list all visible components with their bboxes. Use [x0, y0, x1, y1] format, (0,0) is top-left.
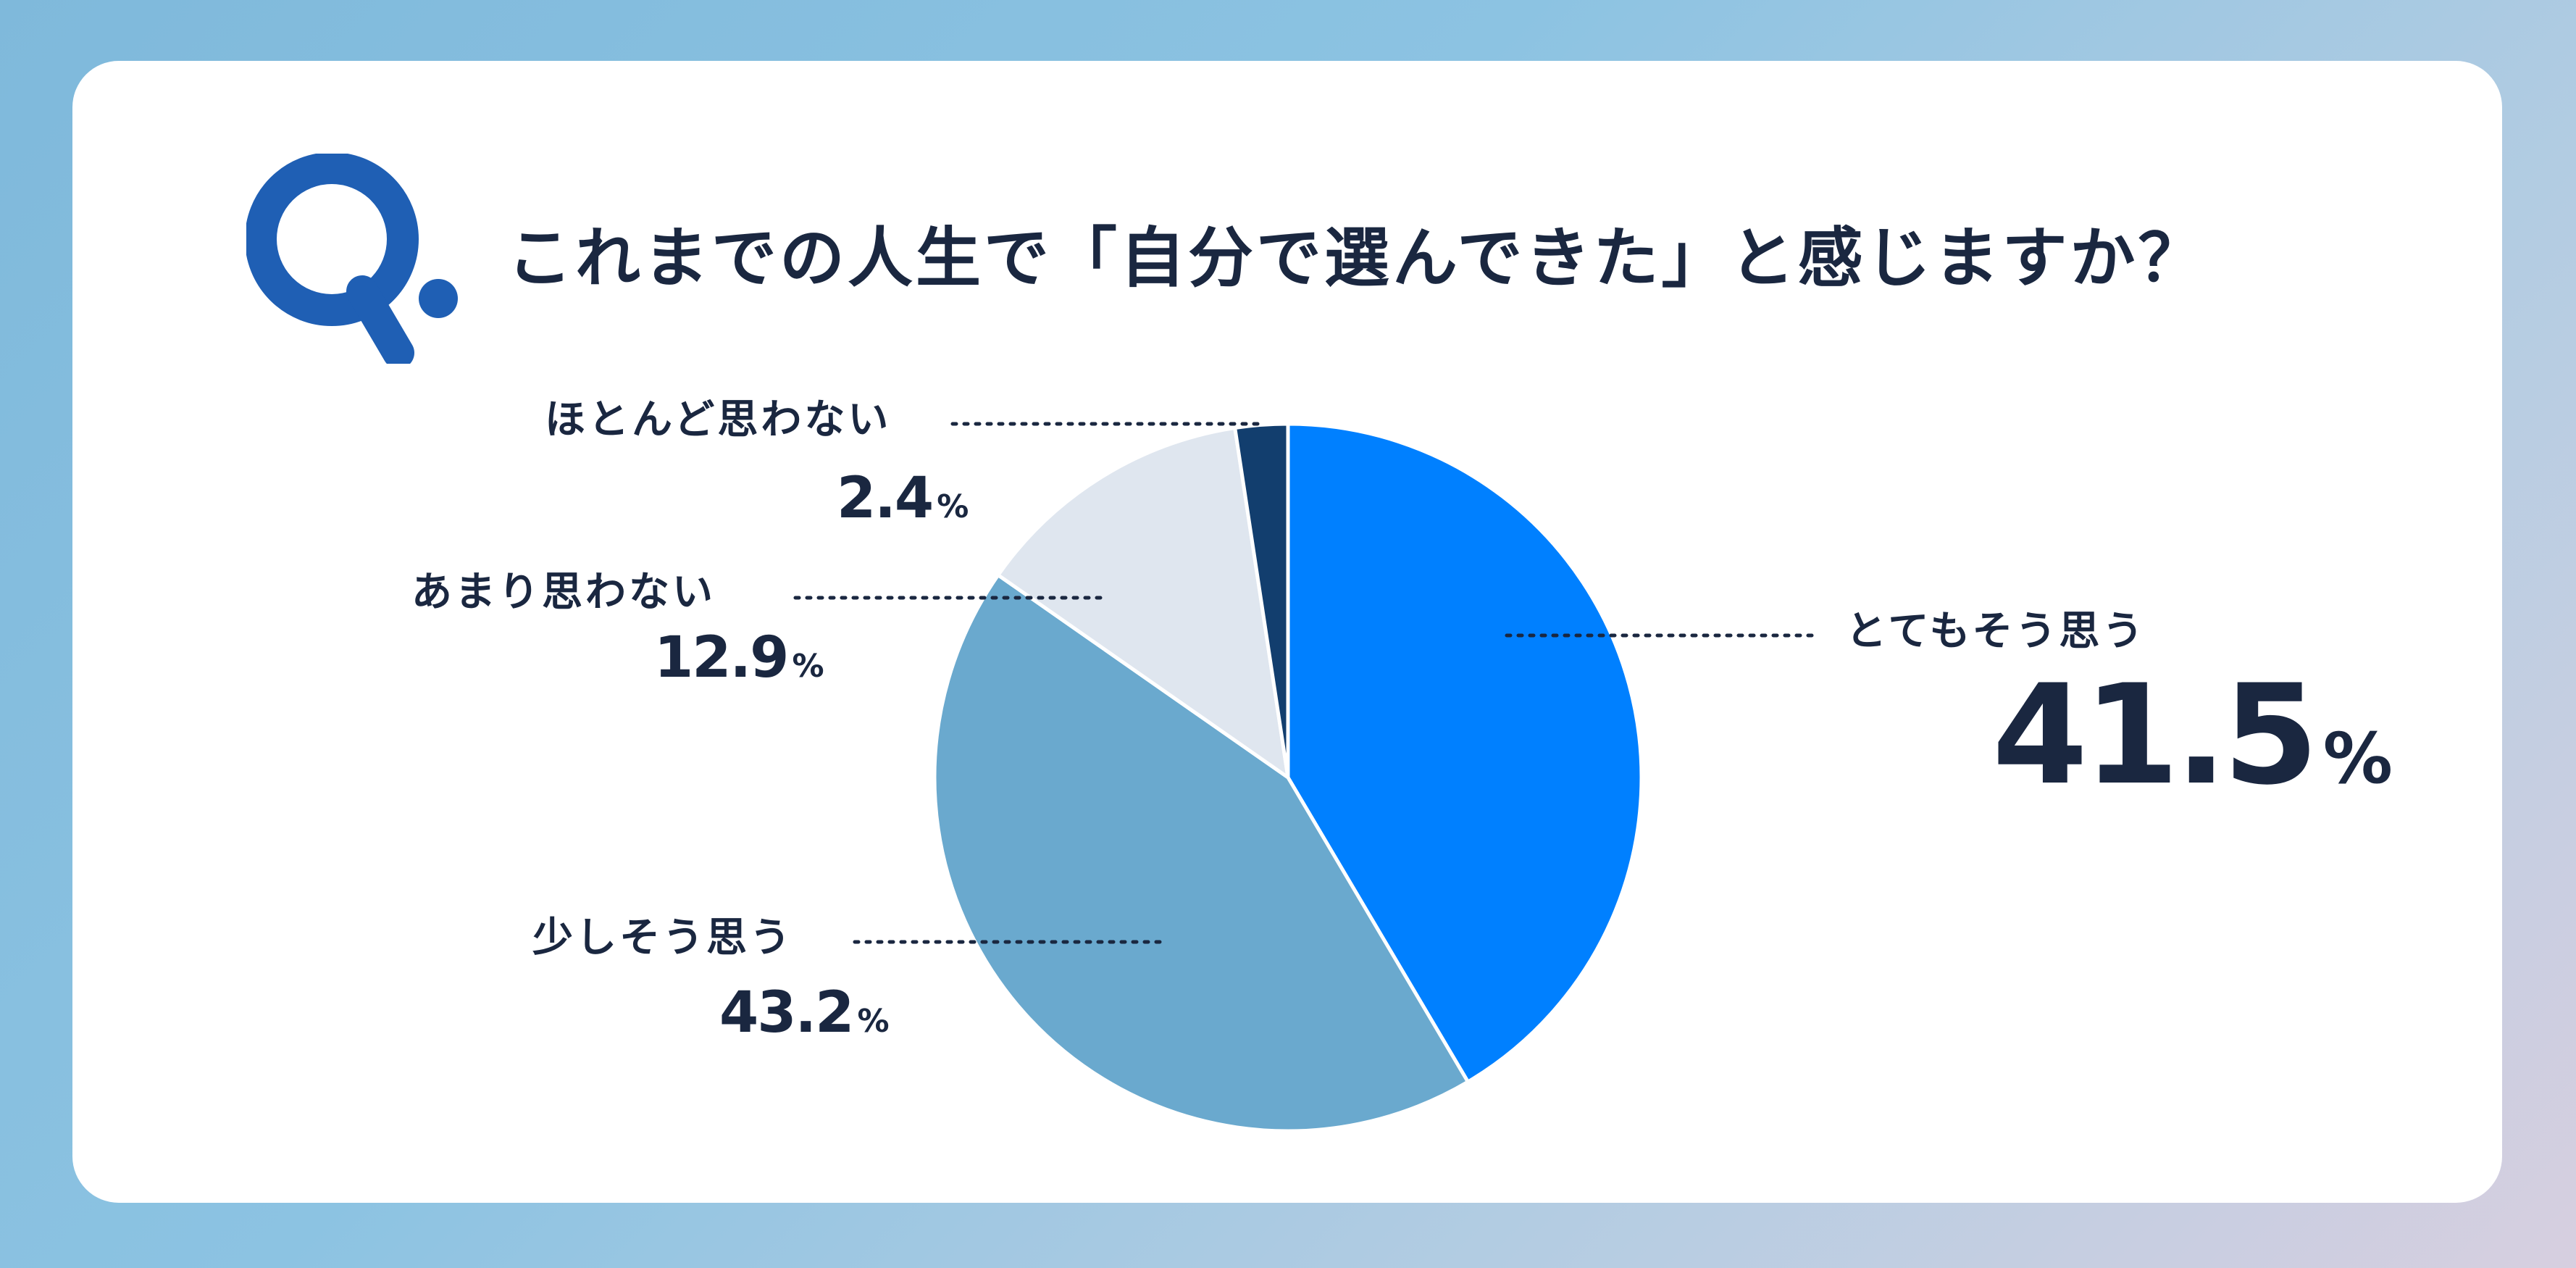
slice-label-very: とてもそう思う	[1846, 608, 2146, 655]
pie-slice-very	[1286, 422, 1644, 1085]
percent-unit: %	[2322, 718, 2393, 799]
slice-value-little: 43.2%	[719, 977, 890, 1058]
slice-value-notmuch-number: 12.9	[654, 625, 789, 691]
slice-value-hardly: 2.4%	[837, 462, 969, 543]
leader-lines	[793, 422, 1820, 944]
percent-unit: %	[857, 1003, 890, 1040]
question-title: これまでの人生で「自分で選んできた」と感じますか？	[507, 220, 2207, 296]
slice-label-notmuch: あまり思わない	[411, 569, 716, 616]
slice-label-hardly: ほとんど思わない	[545, 396, 892, 443]
pie-slice-little	[932, 572, 1471, 1133]
slice-value-very: 41.5%	[1992, 663, 2393, 831]
slice-value-little-number: 43.2	[719, 980, 854, 1046]
slice-value-notmuch: 12.9%	[654, 622, 824, 703]
pie-slices	[932, 422, 1644, 1133]
percent-unit: %	[937, 488, 969, 525]
pie-slice-notmuch	[995, 425, 1291, 782]
q-mark-icon	[246, 154, 458, 364]
pie-slice-hardly	[1232, 422, 1290, 778]
slice-value-hardly-number: 2.4	[837, 466, 934, 531]
percent-unit: %	[792, 648, 824, 685]
slice-label-little: 少しそう思う	[532, 914, 793, 962]
slice-value-very-number: 41.5	[1992, 655, 2319, 815]
